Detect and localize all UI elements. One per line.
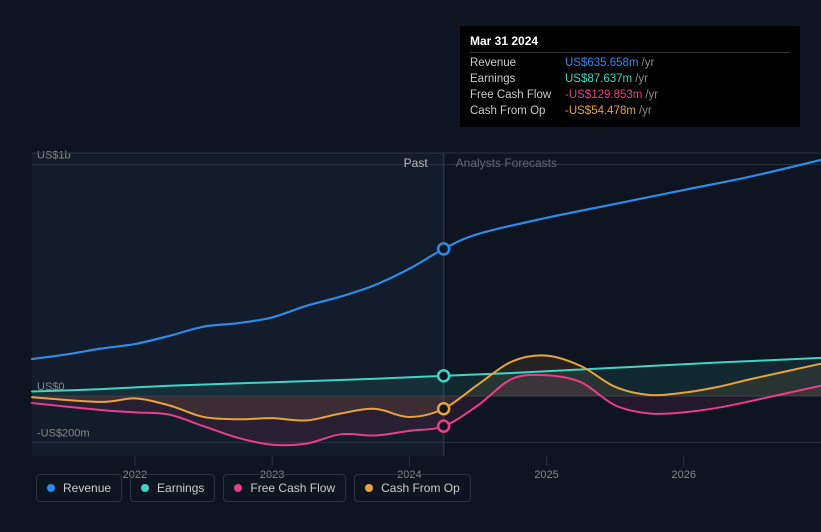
tooltip-value: US$635.658m: [565, 57, 639, 69]
tooltip-row: Free Cash Flow-US$129.853m/yr: [470, 87, 790, 103]
legend-label: Earnings: [157, 481, 204, 495]
tooltip-row: Cash From Op-US$54.478m/yr: [470, 103, 790, 119]
tooltip: Mar 31 2024 RevenueUS$635.658m/yrEarning…: [460, 26, 800, 127]
x-axis-label: 2026: [672, 469, 696, 481]
chart-container: US$1bUS$0-US$200m20222023202420252026 Ma…: [16, 8, 805, 516]
tooltip-row: RevenueUS$635.658m/yr: [470, 55, 790, 71]
legend-dot: [47, 484, 55, 492]
tooltip-label: Revenue: [470, 57, 565, 69]
tooltip-row: EarningsUS$87.637m/yr: [470, 71, 790, 87]
forecast-region-label: Analysts Forecasts: [456, 156, 557, 170]
legend-dot: [141, 484, 149, 492]
tooltip-label: Earnings: [470, 73, 565, 85]
legend-item[interactable]: Revenue: [36, 474, 122, 502]
legend-item[interactable]: Cash From Op: [354, 474, 471, 502]
tooltip-value: US$87.637m: [565, 73, 632, 85]
x-axis-label: 2025: [534, 469, 558, 481]
tooltip-value: -US$54.478m: [565, 105, 636, 117]
legend-item[interactable]: Earnings: [130, 474, 215, 502]
tooltip-unit: /yr: [639, 105, 652, 117]
tooltip-value: -US$129.853m: [565, 89, 642, 101]
y-axis-label: US$1b: [37, 150, 71, 162]
tooltip-unit: /yr: [635, 73, 648, 85]
legend-label: Revenue: [63, 481, 111, 495]
legend-label: Cash From Op: [381, 481, 460, 495]
legend-dot: [234, 484, 242, 492]
legend-dot: [365, 484, 373, 492]
tooltip-label: Cash From Op: [470, 105, 565, 117]
legend-item[interactable]: Free Cash Flow: [223, 474, 346, 502]
legend: Revenue Earnings Free Cash Flow Cash From O…: [36, 474, 471, 502]
tooltip-unit: /yr: [642, 57, 655, 69]
legend-label: Free Cash Flow: [250, 481, 335, 495]
y-axis-label: -US$200m: [37, 427, 90, 439]
tooltip-title: Mar 31 2024: [470, 34, 790, 53]
tooltip-unit: /yr: [645, 89, 658, 101]
tooltip-label: Free Cash Flow: [470, 89, 565, 101]
past-region-label: Past: [404, 156, 428, 170]
